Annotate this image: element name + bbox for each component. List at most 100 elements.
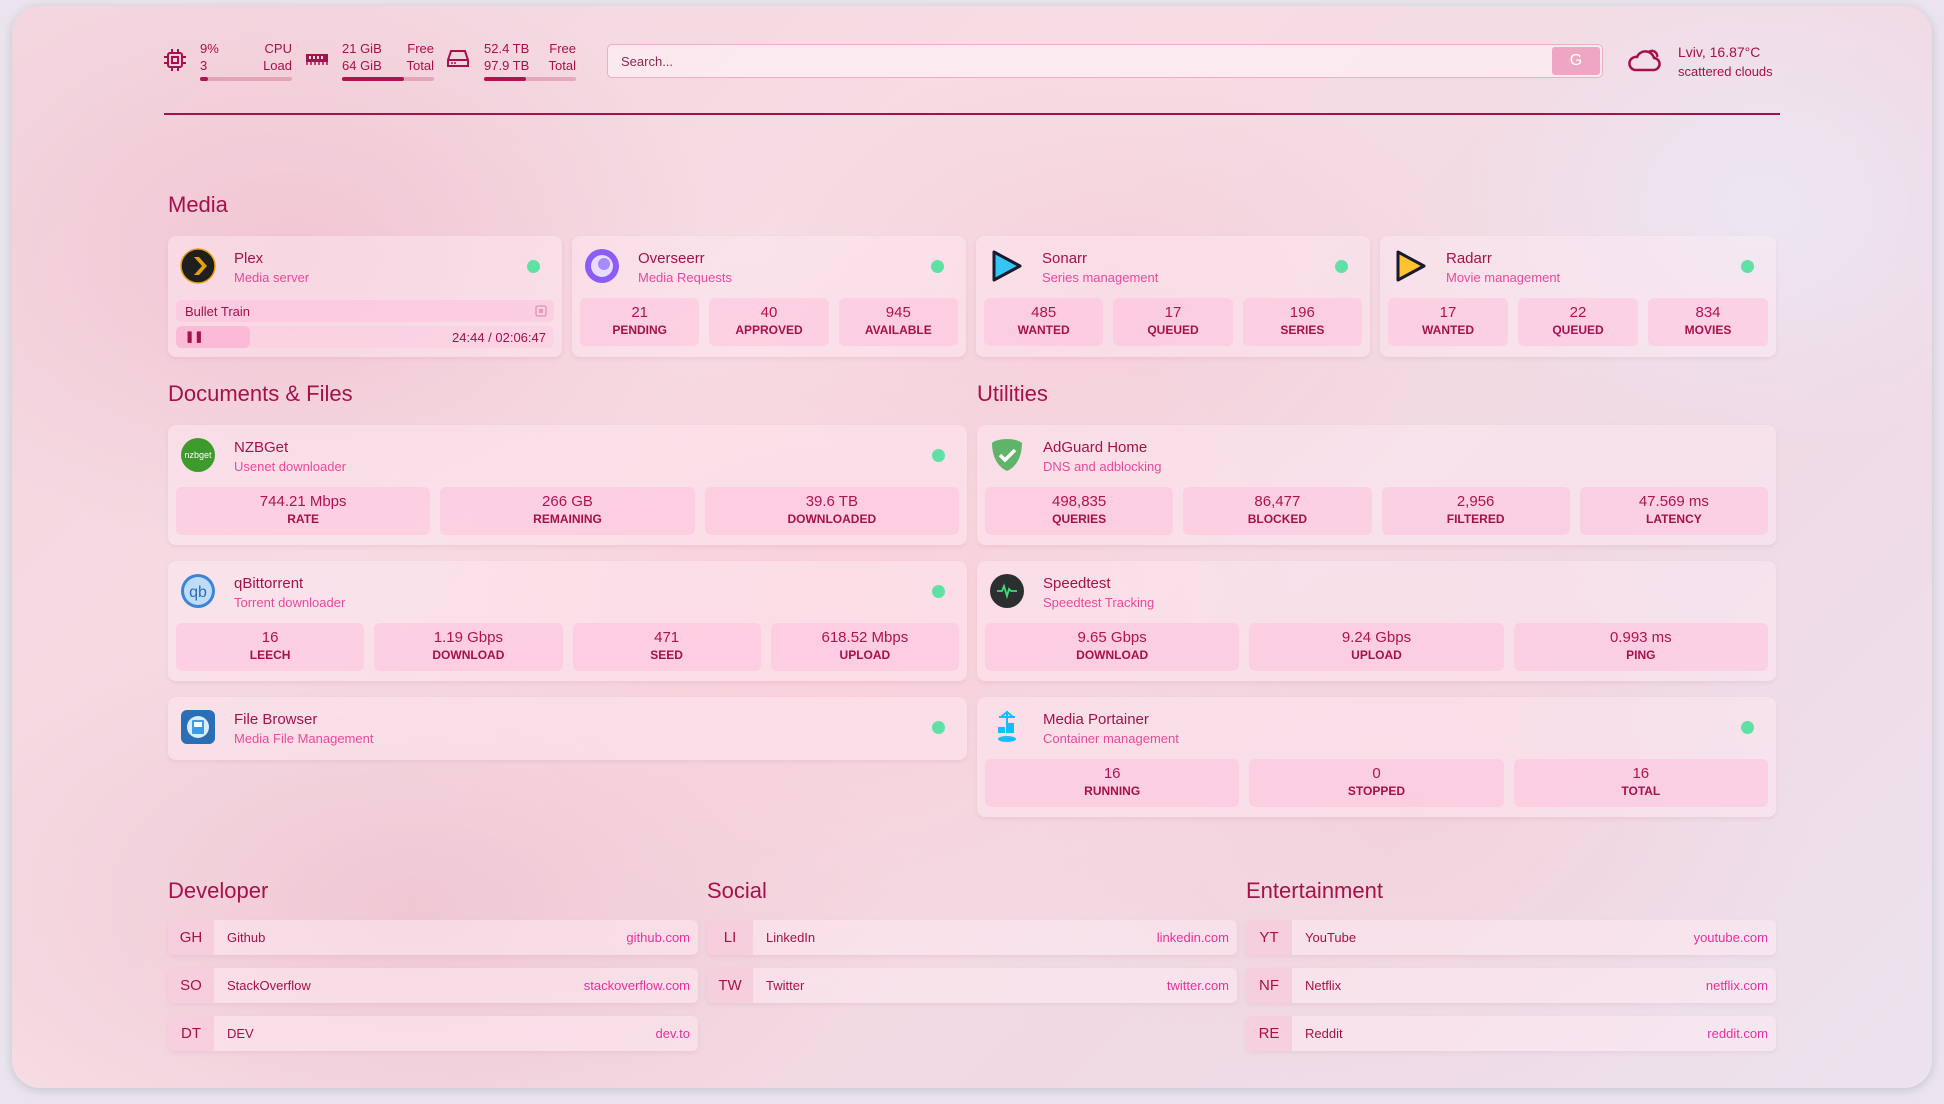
bookmark-stackoverflow[interactable]: SO StackOverflow stackoverflow.com bbox=[168, 968, 698, 1003]
service-name: Plex bbox=[234, 250, 264, 267]
portainer-icon bbox=[998, 710, 1016, 742]
service-description: Container management bbox=[1043, 731, 1179, 746]
search-provider-button[interactable]: G bbox=[1552, 47, 1600, 75]
service-description: Media File Management bbox=[234, 731, 374, 746]
service-card-overseerr[interactable]: Overseerr Media Requests 21 PENDING 40 APP… bbox=[572, 236, 966, 357]
stat-upload: 618.52 Mbps UPLOAD bbox=[770, 623, 959, 671]
pause-icon[interactable]: ❚❚ bbox=[185, 331, 204, 343]
status-dot bbox=[527, 260, 540, 273]
stat-movies: 834 MOVIES bbox=[1648, 298, 1768, 346]
status-dot bbox=[931, 260, 944, 273]
stat-available: 945 AVAILABLE bbox=[838, 298, 958, 346]
speedtest-icon bbox=[990, 574, 1024, 608]
bookmark-netflix[interactable]: NF Netflix netflix.com bbox=[1246, 968, 1776, 1003]
status-dot bbox=[1741, 721, 1754, 734]
stat-latency: 47.569 ms LATENCY bbox=[1579, 487, 1768, 535]
cpu-usage: 9% bbox=[200, 41, 219, 56]
now-playing: Bullet Train bbox=[176, 300, 554, 322]
stat-upload: 9.24 Gbps UPLOAD bbox=[1249, 623, 1504, 671]
service-card-portainer[interactable]: Media Portainer Container management 16 R… bbox=[977, 697, 1776, 817]
dashboard-window bbox=[12, 6, 1932, 1088]
overseerr-icon bbox=[585, 249, 619, 283]
status-dot bbox=[1335, 260, 1348, 273]
load-label: Load bbox=[263, 58, 292, 73]
status-dot bbox=[1741, 260, 1754, 273]
svg-text:nzbget: nzbget bbox=[184, 450, 212, 460]
bookmark-linkedin[interactable]: LI LinkedIn linkedin.com bbox=[707, 920, 1237, 955]
service-description: Usenet downloader bbox=[234, 459, 347, 474]
service-card-qbittorrent[interactable]: qb qBittorrent Torrent downloader 16 LEEC… bbox=[168, 561, 967, 681]
playback-bar[interactable]: ❚❚ 24:44 / 02:06:47 bbox=[176, 326, 554, 348]
memory-widget: 21 GiB Free 64 GiB Total bbox=[342, 40, 434, 81]
bookmark-twitter[interactable]: TW Twitter twitter.com bbox=[707, 968, 1237, 1003]
service-card-nzbget[interactable]: nzbget NZBGet Usenet downloader 744.21 M… bbox=[168, 425, 967, 545]
section-title-developer: Developer bbox=[168, 878, 269, 903]
now-playing-title: Bullet Train bbox=[185, 304, 251, 319]
status-dot bbox=[932, 585, 945, 598]
disk-total: 97.9 TB bbox=[484, 58, 530, 73]
svg-text:qb: qb bbox=[189, 584, 207, 601]
search-input[interactable] bbox=[608, 45, 1548, 77]
stat-queries: 498,835 QUERIES bbox=[985, 487, 1174, 535]
stat-seed: 471 SEED bbox=[572, 623, 761, 671]
stat-total: 16 TOTAL bbox=[1513, 759, 1768, 807]
service-description: DNS and adblocking bbox=[1043, 459, 1162, 474]
stat-ping: 0.993 ms PING bbox=[1513, 623, 1768, 671]
service-card-plex[interactable]: Plex Media server Bullet Train ❚❚ 24:44 … bbox=[168, 236, 562, 357]
adguard-icon bbox=[992, 439, 1022, 471]
search-box: G bbox=[607, 44, 1603, 78]
qbittorrent-icon: qb bbox=[181, 574, 215, 608]
cpu-label: CPU bbox=[264, 41, 292, 56]
section-title-utilities: Utilities bbox=[977, 381, 1048, 406]
service-card-speedtest[interactable]: Speedtest Speedtest Tracking 9.65 Gbps DO… bbox=[977, 561, 1776, 681]
service-description: Media Requests bbox=[638, 270, 732, 285]
sonarr-icon bbox=[992, 250, 1022, 282]
stat-wanted: 17 WANTED bbox=[1388, 298, 1508, 346]
stat-blocked: 86,477 BLOCKED bbox=[1183, 487, 1372, 535]
disk-widget: 52.4 TB Free 97.9 TB Total bbox=[484, 40, 576, 81]
cpu-load: 3 bbox=[200, 58, 208, 73]
cpu-bar bbox=[200, 77, 292, 81]
radarr-icon bbox=[1396, 250, 1426, 282]
stat-download: 1.19 Gbps DOWNLOAD bbox=[374, 623, 563, 671]
service-name: Media Portainer bbox=[1043, 711, 1149, 728]
status-dot bbox=[932, 449, 945, 462]
service-name: Radarr bbox=[1446, 250, 1492, 267]
cpu-widget: 9% CPU 3 Load bbox=[200, 40, 292, 81]
free-label: Free bbox=[549, 41, 576, 56]
playback-time: 24:44 / 02:06:47 bbox=[452, 330, 546, 345]
stat-leech: 16 LEECH bbox=[176, 623, 365, 671]
nzbget-icon: nzbget bbox=[181, 438, 215, 472]
stat-queued: 22 QUEUED bbox=[1518, 298, 1638, 346]
service-description: Torrent downloader bbox=[234, 595, 346, 610]
bookmark-github[interactable]: GH Github github.com bbox=[168, 920, 698, 955]
service-name: Speedtest bbox=[1043, 575, 1111, 592]
service-card-filebrowser[interactable]: File Browser Media File Management bbox=[168, 697, 967, 760]
service-card-radarr[interactable]: Radarr Movie management 17 WANTED 22 QUEUE… bbox=[1380, 236, 1776, 357]
disk-bar bbox=[484, 77, 576, 81]
total-label: Total bbox=[406, 58, 434, 73]
playback-progress bbox=[176, 326, 250, 348]
stat-downloaded: 39.6 TB DOWNLOADED bbox=[704, 487, 959, 535]
bookmark-reddit[interactable]: RE Reddit reddit.com bbox=[1246, 1016, 1776, 1051]
cloud-icon bbox=[1628, 49, 1661, 72]
service-name: Overseerr bbox=[638, 250, 705, 267]
section-title-entertainment: Entertainment bbox=[1246, 878, 1383, 903]
bookmark-dev[interactable]: DT DEV dev.to bbox=[168, 1016, 698, 1051]
weather-location-temp: Lviv, 16.87°C bbox=[1678, 44, 1761, 60]
total-label: Total bbox=[548, 58, 576, 73]
status-dot bbox=[932, 721, 945, 734]
free-label: Free bbox=[407, 41, 434, 56]
memory-total: 64 GiB bbox=[342, 58, 382, 73]
stat-download: 9.65 Gbps DOWNLOAD bbox=[985, 623, 1240, 671]
bookmark-youtube[interactable]: YT YouTube youtube.com bbox=[1246, 920, 1776, 955]
service-name: NZBGet bbox=[234, 439, 289, 456]
section-title-social: Social bbox=[707, 878, 767, 903]
section-title-media: Media bbox=[168, 192, 228, 217]
memory-icon bbox=[306, 54, 328, 65]
service-card-sonarr[interactable]: Sonarr Series management 485 WANTED 17 QUE… bbox=[976, 236, 1370, 357]
stat-wanted: 485 WANTED bbox=[984, 298, 1104, 346]
weather-description: scattered clouds bbox=[1678, 64, 1773, 79]
service-card-adguard[interactable]: AdGuard Home DNS and adblocking 498,835 Q… bbox=[977, 425, 1776, 545]
stat-queued: 17 QUEUED bbox=[1113, 298, 1233, 346]
